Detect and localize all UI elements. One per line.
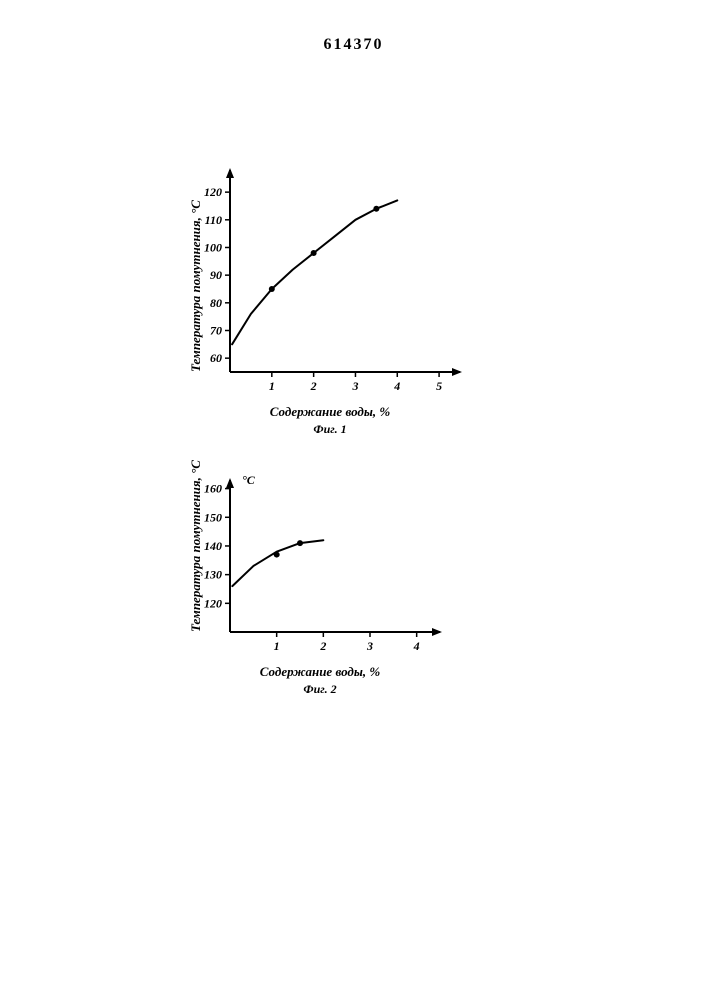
doc-number: 614370 bbox=[324, 36, 384, 53]
fig2-ylabel: Температура помутнения, °C bbox=[188, 460, 204, 632]
svg-text:90: 90 bbox=[210, 268, 222, 282]
svg-text:2: 2 bbox=[319, 639, 326, 653]
svg-text:3: 3 bbox=[351, 379, 358, 393]
fig1-ylabel: Температура помутнения, °C bbox=[188, 200, 204, 372]
figure-2: Температура помутнения, °C 1201301401501… bbox=[190, 470, 450, 697]
svg-text:150: 150 bbox=[204, 510, 222, 524]
svg-text:1: 1 bbox=[269, 379, 275, 393]
svg-text:160: 160 bbox=[204, 482, 222, 496]
fig2-caption: Фиг. 2 bbox=[190, 682, 450, 697]
svg-text:4: 4 bbox=[413, 639, 420, 653]
svg-text:70: 70 bbox=[210, 323, 222, 337]
fig2-plot: 120 130 140 150 160 1 2 3 4 °C bbox=[190, 470, 450, 660]
svg-text:60: 60 bbox=[210, 351, 222, 365]
svg-text:140: 140 bbox=[204, 539, 222, 553]
svg-text:110: 110 bbox=[205, 213, 222, 227]
svg-text:3: 3 bbox=[366, 639, 373, 653]
figure-1: Температура помутнения, °C 6070809010011… bbox=[190, 160, 470, 437]
fig1-xlabel: Содержание воды, % bbox=[190, 404, 470, 420]
svg-text:1: 1 bbox=[274, 639, 280, 653]
fig2-xlabel: Содержание воды, % bbox=[190, 664, 450, 680]
svg-text:2: 2 bbox=[310, 379, 317, 393]
svg-text:130: 130 bbox=[204, 568, 222, 582]
svg-text:°C: °C bbox=[242, 473, 256, 487]
svg-text:120: 120 bbox=[204, 185, 222, 199]
page-header: 614370 bbox=[0, 0, 707, 54]
svg-text:5: 5 bbox=[436, 379, 442, 393]
svg-text:4: 4 bbox=[393, 379, 400, 393]
svg-text:80: 80 bbox=[210, 296, 222, 310]
fig1-plot: 60 70 80 90 100 110 120 1 2 3 4 5 bbox=[190, 160, 470, 400]
svg-text:100: 100 bbox=[204, 240, 222, 254]
svg-text:120: 120 bbox=[204, 596, 222, 610]
fig1-caption: Фиг. 1 bbox=[190, 422, 470, 437]
